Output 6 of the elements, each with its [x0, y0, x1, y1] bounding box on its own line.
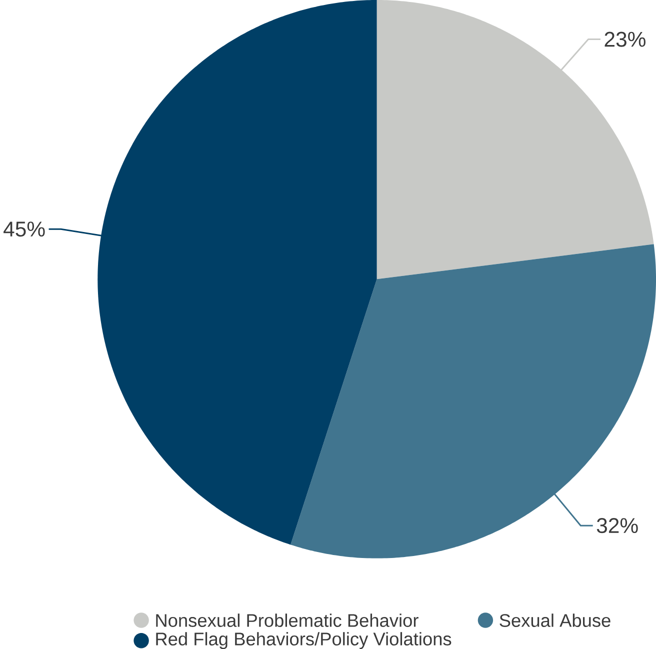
legend-label: Red Flag Behaviors/Policy Violations — [156, 632, 452, 649]
data-label: 32% — [596, 518, 638, 534]
legend-label: Sexual Abuse — [500, 614, 610, 627]
legend-label: Nonsexual Problematic Behavior — [156, 614, 418, 627]
data-label: 23% — [604, 32, 646, 47]
data-label: 45% — [4, 222, 45, 237]
